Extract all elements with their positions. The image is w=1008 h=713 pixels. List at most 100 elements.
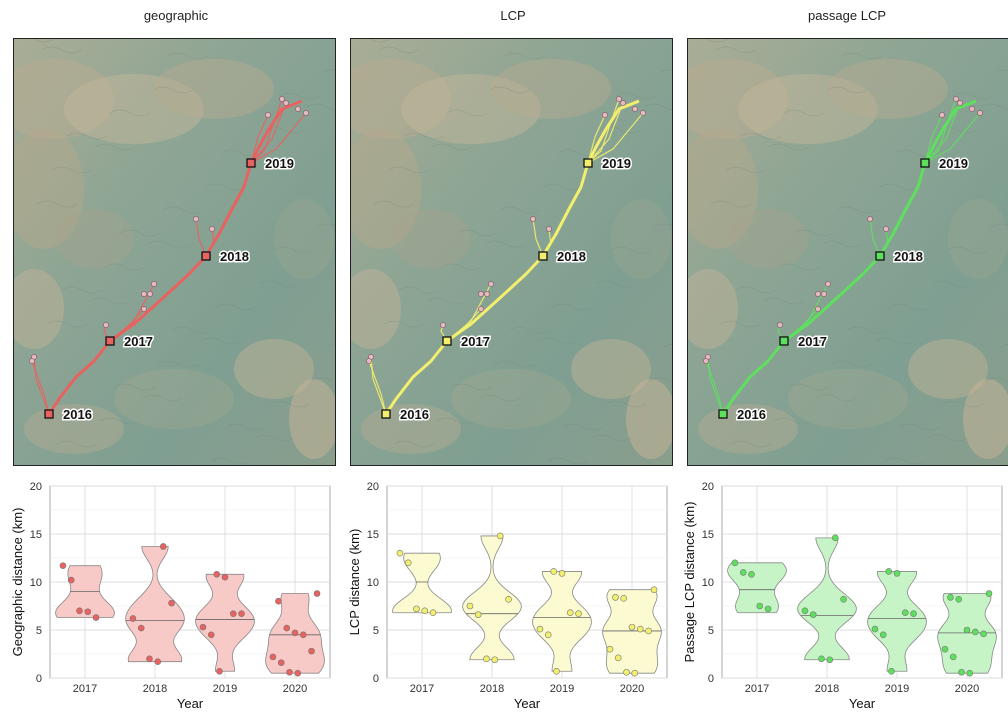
data-point — [277, 659, 285, 666]
terrain-ridge — [653, 223, 672, 228]
terrain-relief — [948, 199, 1008, 279]
location-point — [957, 100, 963, 106]
location-point — [777, 322, 783, 328]
location-point — [295, 106, 301, 112]
data-point — [566, 609, 574, 617]
terrain-ridge — [378, 46, 420, 54]
data-point — [286, 668, 293, 676]
x-tick-label: 2018 — [480, 683, 504, 695]
terrain-ridge — [114, 383, 156, 391]
data-point — [748, 571, 755, 578]
terrain-ridge — [167, 52, 209, 60]
violin-shape — [602, 589, 662, 674]
panel-title-passage-lcp: passage LCP — [807, 8, 887, 23]
movement-branch — [783, 283, 829, 342]
x-tick-label: 2020 — [283, 683, 307, 695]
terrain-ridge — [205, 183, 247, 191]
terrain-ridge — [431, 143, 473, 151]
data-point — [614, 654, 622, 662]
location-point — [303, 110, 309, 116]
terrain-ridge — [446, 109, 488, 117]
data-point — [294, 669, 302, 677]
terrain-ridge — [610, 246, 652, 254]
terrain-relief — [351, 129, 421, 249]
location-point — [265, 112, 271, 118]
terrain-relief — [963, 379, 1008, 459]
terrain-ridge — [793, 229, 835, 237]
terrain-relief — [234, 339, 314, 399]
movement-branch — [869, 218, 881, 257]
violin-shape — [462, 535, 522, 661]
terrain-ridge — [648, 377, 672, 383]
terrain-ridge — [509, 326, 551, 334]
y-axis-label: Passage LCP distance (km) — [682, 502, 697, 663]
panel-title-geographic: geographic — [143, 8, 209, 23]
y-tick-label: 5 — [708, 625, 714, 637]
data-point — [980, 630, 987, 638]
terrain-ridge — [451, 383, 493, 391]
movement-branch — [370, 356, 387, 415]
location-point — [703, 358, 709, 364]
location-point — [977, 110, 983, 116]
x-axis-label: Year — [849, 696, 876, 711]
terrain-ridge — [306, 103, 335, 111]
terrain-ridge — [157, 360, 199, 368]
data-point — [612, 594, 619, 601]
terrain-ridge — [846, 326, 888, 334]
terrain-ridge — [763, 297, 805, 305]
terrain-ridge — [942, 400, 984, 408]
terrain-relief — [114, 369, 234, 429]
terrain-ridge — [373, 200, 415, 208]
data-point — [756, 602, 764, 610]
terrain-relief — [154, 59, 274, 119]
violin-shape — [937, 593, 997, 674]
data-point — [491, 656, 499, 664]
terrain-ridge — [990, 223, 1008, 228]
terrain-ridge — [41, 46, 83, 54]
terrain-ridge — [66, 132, 108, 140]
terrain-ridge — [730, 440, 772, 448]
y-axis-label: LCP distance (km) — [347, 529, 362, 636]
data-point — [888, 667, 895, 675]
terrain-ridge — [985, 377, 1008, 383]
terrain-ridge — [562, 423, 604, 431]
data-point — [628, 623, 636, 631]
terrain-ridge — [720, 320, 762, 328]
terrain-ridge — [398, 286, 440, 294]
data-point — [496, 532, 504, 540]
terrain-ridge — [489, 86, 531, 94]
terrain-ridge — [947, 246, 989, 254]
data-point — [283, 624, 291, 632]
terrain-ridge — [210, 457, 252, 465]
data-point — [910, 610, 917, 617]
year-marker-label: 2019 — [602, 156, 631, 171]
data-point — [818, 655, 825, 663]
terrain-relief — [626, 379, 672, 459]
location-point — [821, 291, 827, 297]
data-point — [154, 658, 162, 665]
violin-plot-passage-lcp: 0 5 10 15 20 2017 2018 2019 2020 Year Passage LCP … — [682, 481, 1003, 711]
data-point — [137, 624, 145, 632]
data-point — [606, 645, 614, 653]
terrain-relief — [738, 74, 878, 144]
location-point — [283, 100, 289, 106]
x-tick-label: 2020 — [955, 683, 979, 695]
terrain-relief — [491, 59, 611, 119]
data-point — [429, 609, 437, 617]
terrain-ridge — [14, 39, 55, 43]
terrain-ridge — [46, 320, 88, 328]
year-marker — [920, 158, 930, 168]
violin-shape — [867, 571, 927, 672]
terrain-ridge — [388, 166, 430, 174]
data-point — [421, 607, 429, 615]
terrain-ridge — [995, 69, 1008, 74]
location-point — [488, 281, 494, 287]
terrain-ridge — [56, 440, 98, 448]
data-point — [544, 631, 552, 639]
terrain-ridge — [273, 246, 315, 254]
terrain-ridge — [836, 206, 878, 214]
data-point — [396, 549, 404, 557]
map-svg-passage-lcp: 2016 2017 2018 2019 — [688, 39, 1008, 465]
data-point — [575, 610, 582, 617]
terrain-relief — [274, 199, 334, 279]
